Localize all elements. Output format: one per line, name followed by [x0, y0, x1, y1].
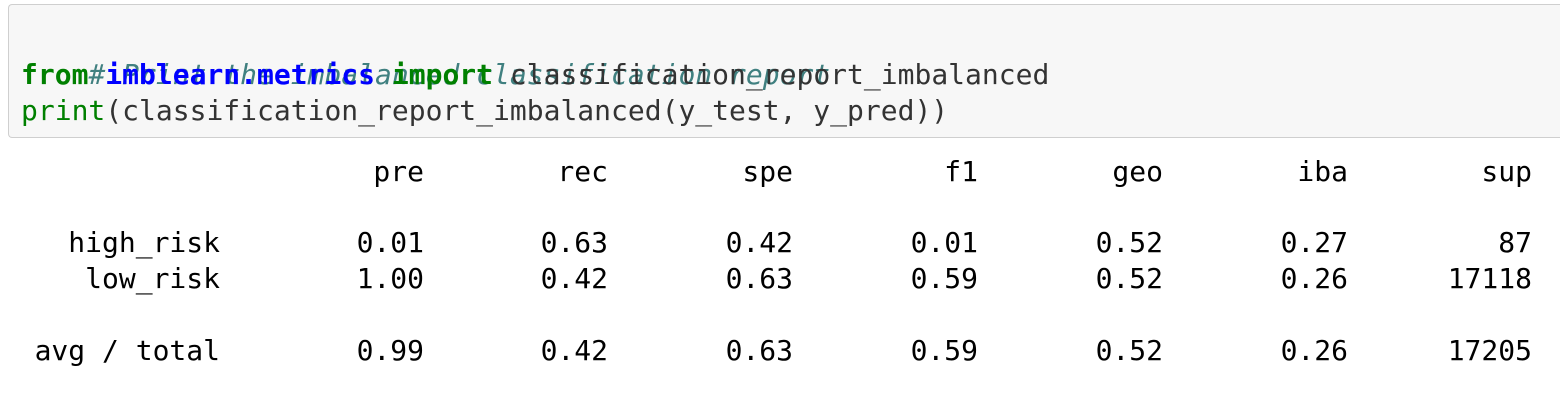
- from-keyword: from: [21, 58, 89, 91]
- col-header-rec: rec: [557, 155, 608, 188]
- col-header-iba: iba: [1297, 155, 1348, 188]
- table-cell: 0.01: [910, 226, 978, 259]
- module-name: imblearn.metrics: [105, 58, 376, 91]
- code-line-2: from imblearn.metrics import classificat…: [21, 57, 1049, 93]
- col-header-pre: pre: [373, 155, 424, 188]
- table-cell: 0.52: [1095, 334, 1163, 367]
- col-header-geo: geo: [1112, 155, 1163, 188]
- table-cell: 0.42: [540, 262, 608, 295]
- table-cell: 0.26: [1280, 334, 1348, 367]
- table-cell: 87: [1498, 226, 1532, 259]
- code-line-3: print(classification_report_imbalanced(y…: [21, 93, 948, 129]
- table-cell: 1.00: [356, 262, 424, 295]
- table-cell: 0.59: [910, 334, 978, 367]
- table-cell: 0.63: [725, 262, 793, 295]
- table-cell: 0.52: [1095, 226, 1163, 259]
- row-label-high-risk: high_risk: [68, 226, 220, 259]
- code-cell[interactable]: # Print the imbalanced classification re…: [8, 4, 1560, 138]
- table-cell: 0.52: [1095, 262, 1163, 295]
- table-cell: 0.27: [1280, 226, 1348, 259]
- row-label-low-risk: low_risk: [85, 262, 220, 295]
- imported-name: classification_report_imbalanced: [509, 58, 1050, 91]
- row-label-avg-total: avg / total: [34, 334, 220, 367]
- print-builtin: print: [21, 94, 106, 127]
- import-keyword: import: [391, 58, 494, 91]
- col-header-sup: sup: [1481, 155, 1532, 188]
- table-cell: 0.63: [725, 334, 793, 367]
- table-cell: 0.26: [1280, 262, 1348, 295]
- code-comment: # Print the imbalanced classification re…: [88, 58, 831, 91]
- table-cell: 17118: [1447, 262, 1532, 295]
- print-call-args: (classification_report_imbalanced(y_test…: [105, 94, 949, 127]
- table-cell: 0.59: [910, 262, 978, 295]
- table-cell: 0.01: [356, 226, 424, 259]
- code-line-1: # Print the imbalanced classification re…: [21, 21, 830, 91]
- table-cell: 0.63: [540, 226, 608, 259]
- col-header-f1: f1: [944, 155, 978, 188]
- table-cell: 0.42: [725, 226, 793, 259]
- col-header-spe: spe: [742, 155, 793, 188]
- table-cell: 0.99: [356, 334, 424, 367]
- table-cell: 17205: [1447, 334, 1532, 367]
- table-cell: 0.42: [540, 334, 608, 367]
